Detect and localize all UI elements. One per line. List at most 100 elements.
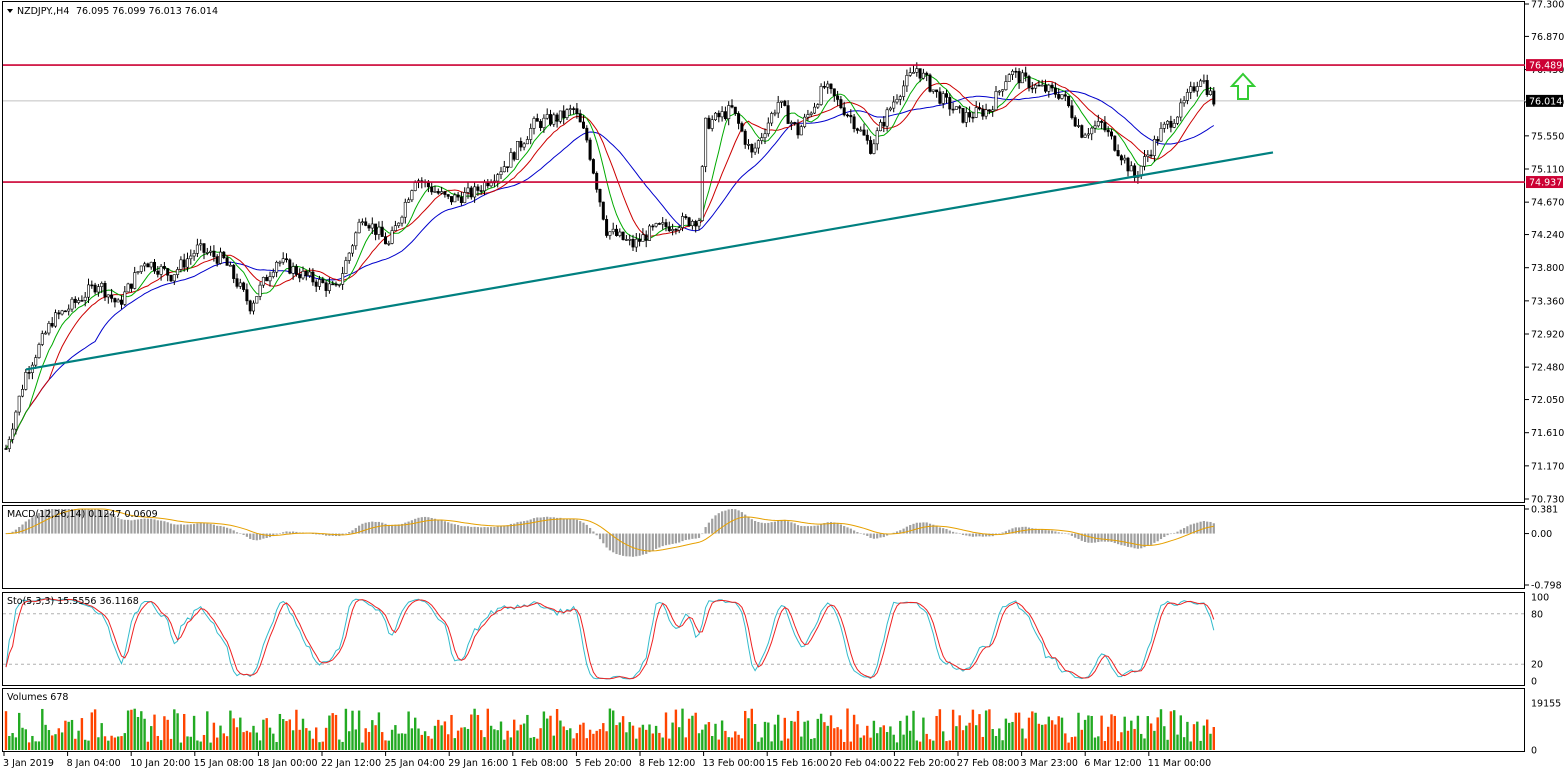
macd-histogram-bar bbox=[694, 533, 697, 539]
chart-menu-triangle-icon[interactable] bbox=[7, 9, 13, 13]
volume-bar bbox=[443, 721, 447, 750]
macd-histogram-bar bbox=[1186, 526, 1189, 534]
volume-bar bbox=[829, 715, 833, 750]
macd-histogram-bar bbox=[216, 525, 219, 534]
macd-histogram-bar bbox=[179, 524, 182, 534]
macd-histogram-bar bbox=[615, 533, 618, 555]
macd-histogram-bar bbox=[54, 509, 57, 534]
candle-body bbox=[1113, 135, 1117, 151]
macd-histogram-bar bbox=[932, 524, 935, 534]
volume-bar bbox=[14, 737, 18, 750]
macd-histogram-bar bbox=[638, 533, 641, 556]
macd-histogram-bar bbox=[1074, 533, 1077, 538]
volume-bar bbox=[704, 724, 707, 750]
price-tick-label: 71.610 bbox=[1531, 428, 1564, 439]
candle-body bbox=[1073, 117, 1077, 127]
volume-bar bbox=[480, 730, 483, 750]
drawn-objects[interactable] bbox=[3, 64, 1525, 371]
macd-histogram-bar bbox=[374, 521, 377, 534]
candle-body bbox=[1162, 123, 1166, 129]
volume-bar bbox=[668, 738, 671, 750]
volume-bar bbox=[750, 708, 753, 750]
macd-histogram-bar bbox=[509, 523, 512, 534]
volume-bar bbox=[113, 737, 117, 750]
macd-tick-label: 0.00 bbox=[1531, 529, 1552, 540]
macd-histogram-bar bbox=[668, 533, 671, 545]
macd-histogram-bar bbox=[70, 509, 74, 534]
macd-header: MACD(12,26,14) 0.1247 0.0609 bbox=[7, 509, 158, 520]
macd-histogram-bar bbox=[1179, 529, 1182, 534]
candle-body bbox=[921, 72, 925, 79]
macd-histogram-bar bbox=[209, 523, 212, 534]
candle-body bbox=[753, 147, 757, 153]
macd-histogram-bar bbox=[183, 524, 186, 534]
candle-body bbox=[291, 266, 295, 274]
volume-bar bbox=[1027, 717, 1031, 750]
candle-body bbox=[116, 299, 120, 303]
macd-histogram-bar bbox=[1136, 533, 1139, 549]
volume-bar bbox=[107, 740, 110, 750]
candle-body bbox=[1034, 84, 1038, 89]
macd-histogram-bar bbox=[546, 516, 549, 534]
candle-body bbox=[205, 252, 209, 254]
candle-body bbox=[387, 243, 391, 245]
macd-histogram-bar bbox=[618, 533, 621, 555]
volume-bar bbox=[1143, 738, 1146, 750]
candle-body bbox=[1083, 134, 1087, 138]
candle-body bbox=[383, 236, 387, 245]
volume-bar bbox=[780, 740, 783, 750]
macd-histogram-bar bbox=[740, 512, 743, 534]
candle-body bbox=[252, 302, 256, 312]
macd-histogram-bar bbox=[1156, 533, 1159, 542]
macd-histogram-bar bbox=[978, 533, 981, 537]
time-tick-label: 1 Feb 08:00 bbox=[512, 758, 568, 769]
candle-body bbox=[562, 110, 566, 118]
macd-histogram-bar bbox=[1103, 533, 1106, 542]
macd-histogram-bar bbox=[466, 526, 470, 534]
candle-body bbox=[789, 122, 793, 124]
volume-bar bbox=[572, 738, 575, 750]
candle-body bbox=[7, 439, 11, 449]
volume-bar bbox=[255, 732, 258, 750]
volume-bar bbox=[44, 724, 47, 750]
candle-body bbox=[1001, 89, 1005, 92]
volume-bar bbox=[232, 718, 235, 750]
candle-body bbox=[83, 296, 87, 301]
stochastic-panel[interactable] bbox=[2, 592, 1525, 686]
candle-body bbox=[786, 105, 790, 124]
volume-bar bbox=[60, 732, 64, 750]
candle-body bbox=[1010, 70, 1014, 75]
candle-body bbox=[931, 89, 935, 92]
candle-body bbox=[1037, 84, 1041, 87]
main-price-panel[interactable] bbox=[2, 1, 1525, 503]
macd-histogram-bar bbox=[1212, 523, 1215, 534]
macd-panel[interactable] bbox=[2, 505, 1525, 589]
volume-bar bbox=[351, 710, 354, 750]
volume-bar bbox=[338, 739, 341, 750]
volume-bar bbox=[476, 714, 480, 750]
candle-body bbox=[601, 201, 605, 220]
volume-bar bbox=[21, 727, 24, 750]
axes: 77.30076.87076.43076.00075.55075.11074.6… bbox=[3, 0, 1564, 769]
macd-histogram-bar bbox=[61, 509, 64, 534]
volume-bar bbox=[942, 731, 945, 750]
volume-bar bbox=[846, 708, 849, 750]
volume-bar bbox=[295, 709, 298, 750]
candle-body bbox=[1205, 80, 1209, 95]
macd-histogram-bar bbox=[235, 532, 239, 534]
volume-bar bbox=[225, 736, 229, 750]
candle-body bbox=[103, 283, 107, 298]
volume-bar bbox=[1021, 728, 1024, 750]
volume-bar bbox=[453, 738, 456, 750]
macd-histogram-bar bbox=[688, 533, 691, 540]
macd-histogram-bar bbox=[206, 523, 209, 534]
macd-histogram-bar bbox=[64, 509, 67, 534]
macd-histogram-bar bbox=[80, 509, 83, 534]
volume-bar bbox=[37, 741, 41, 750]
macd-histogram-bar bbox=[127, 519, 130, 534]
volume-bar bbox=[671, 722, 674, 750]
volume-bar bbox=[1140, 733, 1143, 750]
candle-body bbox=[433, 191, 437, 193]
macd-histogram-bar bbox=[572, 519, 575, 534]
